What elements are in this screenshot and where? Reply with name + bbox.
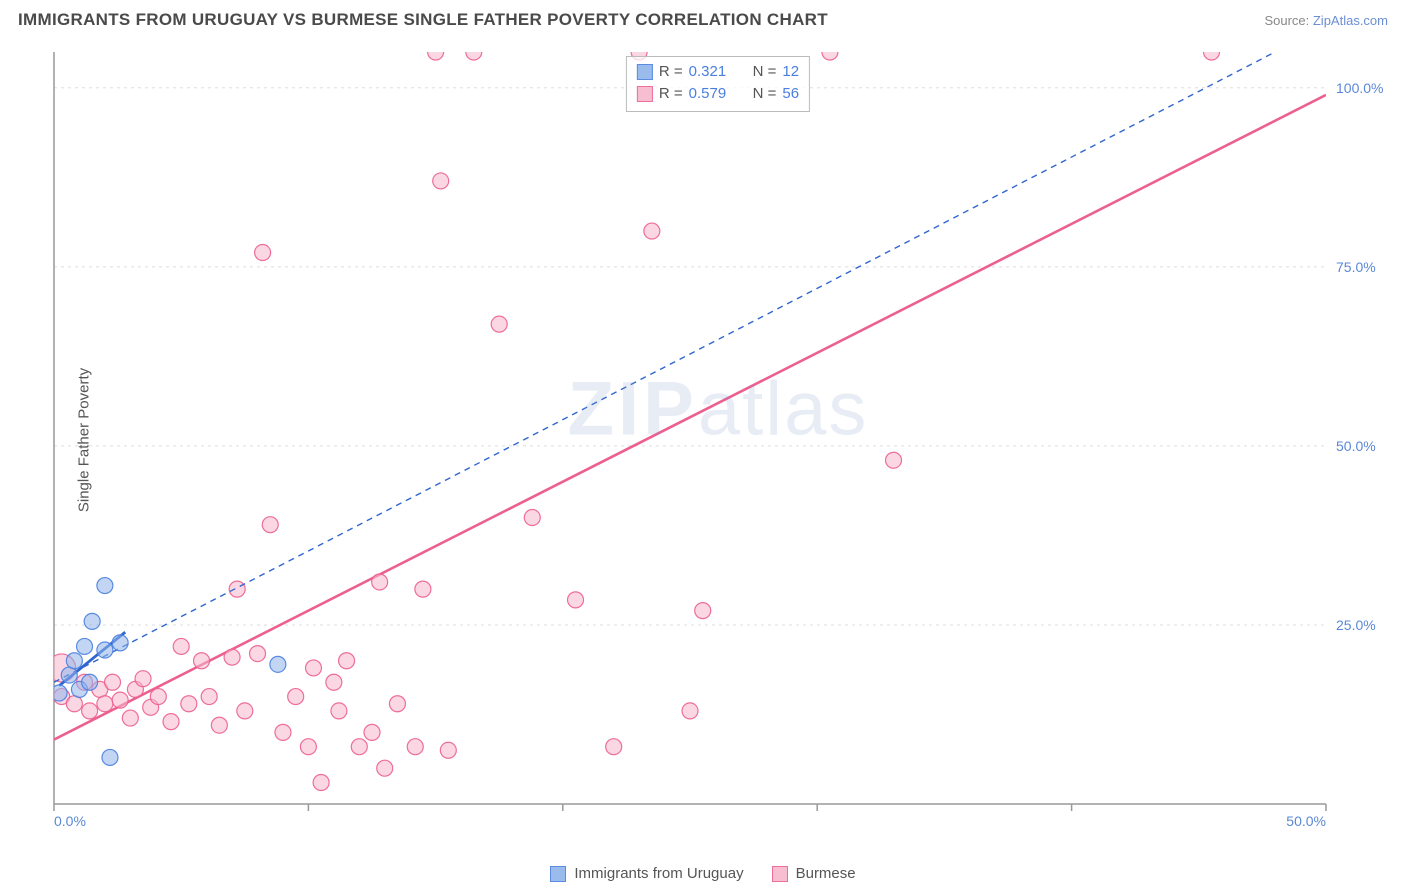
- chart-area: Single Father Poverty 25.0%50.0%75.0%100…: [48, 48, 1388, 832]
- legend-item-uruguay: Immigrants from Uruguay: [550, 865, 743, 882]
- r-label: R =: [659, 61, 683, 83]
- stats-row-uruguay: R = 0.321 N =12: [637, 61, 799, 83]
- svg-text:100.0%: 100.0%: [1336, 80, 1383, 96]
- n-value: 12: [782, 61, 799, 83]
- burmese-swatch-icon: [772, 866, 788, 882]
- legend-label: Immigrants from Uruguay: [574, 865, 743, 882]
- legend-label: Burmese: [796, 865, 856, 882]
- svg-text:50.0%: 50.0%: [1286, 813, 1326, 829]
- n-label: N =: [753, 61, 777, 83]
- svg-text:75.0%: 75.0%: [1336, 259, 1376, 275]
- svg-text:0.0%: 0.0%: [54, 813, 86, 829]
- svg-text:25.0%: 25.0%: [1336, 617, 1376, 633]
- r-value: 0.321: [689, 61, 741, 83]
- chart-title: IMMIGRANTS FROM URUGUAY VS BURMESE SINGL…: [18, 10, 828, 30]
- legend-item-burmese: Burmese: [772, 865, 856, 882]
- source-link[interactable]: ZipAtlas.com: [1313, 13, 1388, 28]
- stats-legend-box: R = 0.321 N =12 R = 0.579 N =56: [626, 56, 810, 112]
- stats-row-burmese: R = 0.579 N =56: [637, 83, 799, 105]
- r-label: R =: [659, 83, 683, 105]
- uruguay-swatch-icon: [550, 866, 566, 882]
- n-value: 56: [782, 83, 799, 105]
- scatter-plot: 25.0% 50.0% 75.0% 100.0% 0.0% 50.0%: [48, 48, 1388, 832]
- svg-text:50.0%: 50.0%: [1336, 438, 1376, 454]
- r-value: 0.579: [689, 83, 741, 105]
- uruguay-swatch: [637, 64, 653, 80]
- burmese-swatch: [637, 86, 653, 102]
- n-label: N =: [753, 83, 777, 105]
- bottom-legend: Immigrants from Uruguay Burmese: [0, 865, 1406, 882]
- source-label: Source: ZipAtlas.com: [1264, 13, 1388, 28]
